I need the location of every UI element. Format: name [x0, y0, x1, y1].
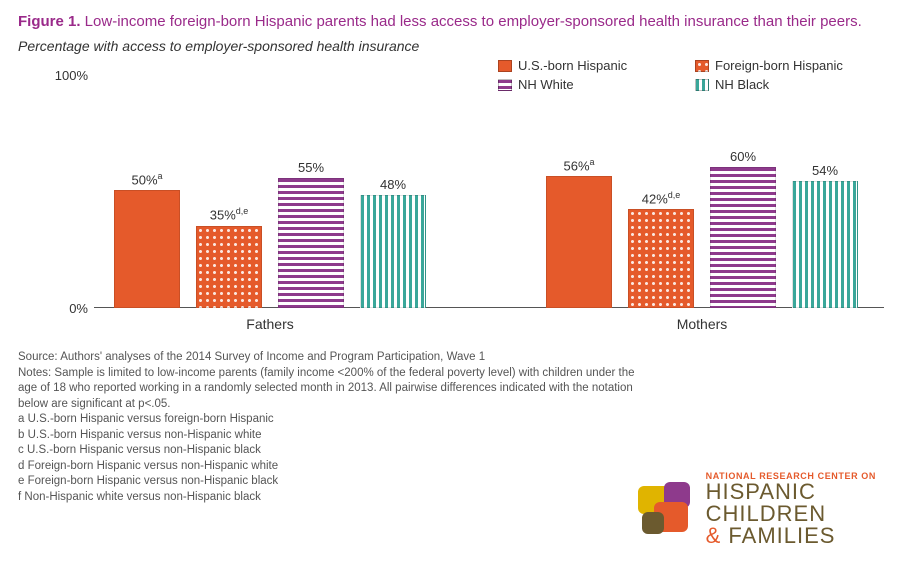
logo: NATIONAL RESEARCH CENTER ON HISPANIC CHI… [636, 472, 876, 547]
plot-area: 50%a35%d,e55%48%Fathers56%a42%d,e60%54%M… [94, 72, 884, 308]
note-b: b U.S.-born Hispanic versus non-Hispanic… [18, 428, 638, 444]
group-label: Mothers [546, 316, 858, 332]
note-a: a U.S.-born Hispanic versus foreign-born… [18, 412, 638, 428]
y-tick-100: 100% [55, 68, 88, 83]
logo-amp: & [706, 523, 722, 548]
logo-line4: & FAMILIES [706, 525, 876, 547]
legend-label: Foreign-born Hispanic [715, 58, 843, 73]
note-f: f Non-Hispanic white versus non-Hispanic… [18, 490, 638, 506]
legend-item: U.S.-born Hispanic [498, 58, 681, 73]
notes: Source: Authors' analyses of the 2014 Su… [18, 350, 638, 505]
y-tick-0: 0% [69, 301, 88, 316]
note-d: d Foreign-born Hispanic versus non-Hispa… [18, 459, 638, 475]
group-label: Fathers [114, 316, 426, 332]
legend-swatch [695, 60, 709, 72]
legend-label: U.S.-born Hispanic [518, 58, 627, 73]
legend-item: Foreign-born Hispanic [695, 58, 878, 73]
figure-title-rest: Low-income foreign-born Hispanic parents… [81, 13, 862, 30]
bar-group: Mothers [94, 72, 884, 308]
logo-line3: CHILDREN [706, 503, 876, 525]
chart: U.S.-born HispanicForeign-born HispanicN… [18, 58, 884, 338]
logo-line2: HISPANIC [706, 481, 876, 503]
note-c: c U.S.-born Hispanic versus non-Hispanic… [18, 443, 638, 459]
note-e: e Foreign-born Hispanic versus non-Hispa… [18, 474, 638, 490]
logo-shape [642, 512, 664, 534]
note-body: Notes: Sample is limited to low-income p… [18, 366, 638, 413]
legend-swatch [498, 60, 512, 72]
logo-line4-rest: FAMILIES [721, 523, 835, 548]
figure-title: Figure 1. Low-income foreign-born Hispan… [18, 12, 884, 32]
figure-subtitle: Percentage with access to employer-spons… [18, 38, 884, 54]
logo-text: NATIONAL RESEARCH CENTER ON HISPANIC CHI… [706, 472, 876, 547]
logo-mark [636, 482, 696, 538]
note-source: Source: Authors' analyses of the 2014 Su… [18, 350, 638, 366]
figure-lead: Figure 1. [18, 13, 81, 30]
